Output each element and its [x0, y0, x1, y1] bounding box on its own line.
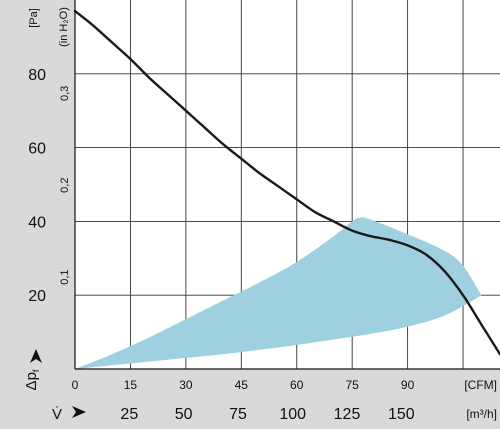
x2-tick-label: 125	[334, 406, 361, 423]
y2-tick-label: 0,2	[59, 178, 71, 193]
x2-tick-label: 50	[175, 406, 193, 423]
x-tick-label: 75	[345, 378, 359, 392]
y2-tick-label: 0,1	[59, 269, 71, 284]
axis-labels: 0 15 30 45 60 75 90 [CFM] 20 40 60 80 [Pa] 0,1 0,2 0,3 (…	[23, 7, 497, 423]
x2-axis-symbol: V̇	[52, 406, 62, 423]
y-tick-label: 40	[28, 214, 46, 231]
x2-unit-label: [m³/h]	[466, 407, 497, 421]
x2-tick-label: 75	[229, 406, 247, 423]
y-tick-label: 60	[28, 141, 46, 158]
x-tick-label: 15	[124, 378, 138, 392]
x2-tick-label: 100	[279, 406, 306, 423]
operating-band-area	[75, 217, 482, 369]
pressure-curve	[73, 9, 500, 356]
y-axis-symbol: Δpf	[23, 369, 41, 390]
x2-axis-arrow-icon	[72, 406, 86, 418]
y-tick-label: 80	[28, 67, 46, 84]
x-tick-label: 60	[290, 378, 304, 392]
x-tick-label: 45	[235, 378, 249, 392]
bottom-axis-panel	[0, 369, 500, 429]
y-axis-arrow-icon	[30, 349, 42, 363]
x-tick-label: 0	[72, 378, 79, 392]
x2-tick-label: 25	[120, 406, 138, 423]
x-tick-label: 30	[179, 378, 193, 392]
x2-tick-label: 150	[388, 406, 415, 423]
plot-frame	[74, 0, 500, 370]
y-tick-label: 20	[28, 288, 46, 305]
operating-band	[75, 217, 482, 369]
y2-tick-label: 0,3	[59, 86, 71, 101]
x-unit-label: [CFM]	[464, 378, 497, 392]
series-line	[73, 9, 500, 356]
y2-unit-label: (in H₂O)	[58, 7, 70, 47]
x-tick-label: 90	[401, 378, 415, 392]
y-unit-label: [Pa]	[28, 8, 40, 28]
